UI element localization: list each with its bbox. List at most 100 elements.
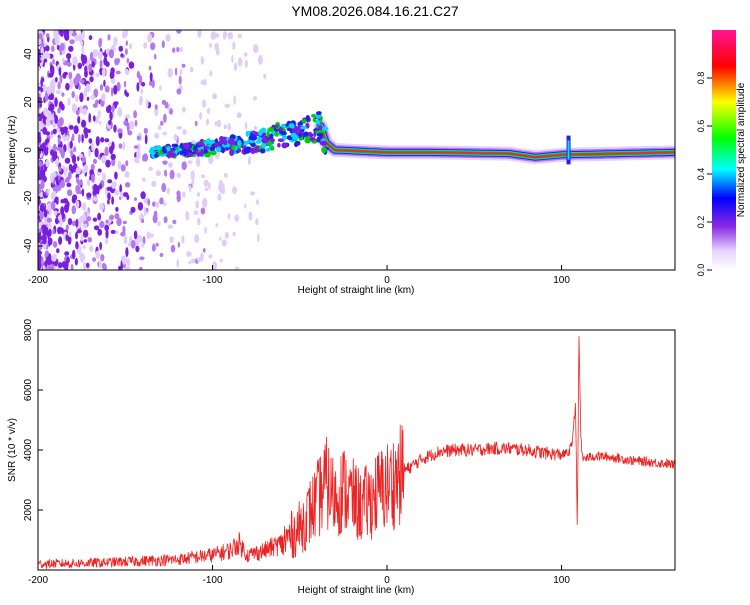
noise-blob bbox=[81, 169, 86, 175]
noise-blob bbox=[62, 181, 65, 187]
noise-blob bbox=[108, 141, 112, 147]
noise-blob bbox=[38, 172, 41, 181]
noise-blob bbox=[69, 39, 75, 45]
snr-y-ticks: 2000 4000 6000 8000 bbox=[23, 318, 43, 521]
noise-blob bbox=[232, 186, 237, 195]
noise-blob bbox=[91, 61, 95, 68]
noise-blob bbox=[243, 52, 248, 57]
noise-blob bbox=[39, 203, 45, 213]
noise-blob bbox=[164, 101, 169, 109]
noise-blob bbox=[45, 159, 50, 168]
snr-x-ticks: -200 -100 0 100 bbox=[28, 565, 570, 586]
signal-blob bbox=[282, 135, 288, 140]
noise-blob bbox=[133, 230, 138, 240]
noise-blob bbox=[59, 219, 63, 228]
signal-blob bbox=[288, 123, 295, 129]
noise-blob bbox=[196, 192, 201, 197]
noise-blob bbox=[206, 108, 211, 114]
noise-blob bbox=[93, 158, 97, 164]
noise-blob bbox=[82, 212, 87, 222]
noise-blob bbox=[82, 108, 88, 116]
signal-blob bbox=[260, 148, 265, 154]
noise-blob bbox=[59, 42, 65, 51]
noise-blob bbox=[78, 84, 81, 91]
signal-blob bbox=[260, 127, 267, 133]
noise-blob bbox=[86, 216, 92, 222]
noise-blob bbox=[185, 211, 190, 220]
noise-blob bbox=[40, 46, 44, 56]
noise-blob bbox=[88, 112, 91, 123]
noise-blob bbox=[238, 33, 242, 39]
noise-blob bbox=[179, 46, 183, 53]
noise-blob bbox=[155, 242, 159, 247]
signal-blob bbox=[204, 152, 211, 158]
noise-blob bbox=[79, 105, 83, 114]
noise-blob bbox=[136, 135, 141, 141]
noise-blob bbox=[159, 253, 164, 257]
noise-blob bbox=[133, 157, 139, 163]
spectrogram-noise bbox=[38, 30, 267, 270]
noise-blob bbox=[117, 160, 122, 170]
noise-blob bbox=[75, 167, 82, 175]
noise-blob bbox=[75, 218, 79, 228]
signal-blob bbox=[231, 144, 236, 150]
noise-blob bbox=[60, 30, 64, 37]
noise-blob bbox=[244, 203, 247, 209]
noise-blob bbox=[176, 193, 181, 203]
noise-blob bbox=[118, 265, 123, 270]
noise-blob bbox=[93, 115, 96, 122]
noise-blob bbox=[97, 228, 103, 236]
signal-blob bbox=[228, 138, 235, 145]
noise-blob bbox=[39, 102, 42, 108]
noise-blob bbox=[77, 180, 83, 186]
noise-blob bbox=[73, 125, 79, 134]
noise-blob bbox=[55, 157, 59, 167]
signal-blob bbox=[171, 143, 179, 148]
noise-blob bbox=[200, 207, 206, 215]
noise-blob bbox=[81, 133, 84, 144]
noise-blob bbox=[176, 258, 180, 268]
noise-blob bbox=[219, 236, 222, 241]
spectrogram-ridge bbox=[149, 111, 675, 165]
noise-blob bbox=[106, 186, 112, 191]
noise-blob bbox=[40, 57, 44, 61]
x-tick-label: 0 bbox=[384, 575, 390, 586]
noise-blob bbox=[143, 206, 147, 217]
noise-blob bbox=[133, 145, 139, 149]
noise-blob bbox=[151, 180, 157, 188]
signal-blob bbox=[214, 142, 220, 149]
noise-blob bbox=[60, 206, 65, 216]
noise-blob bbox=[102, 172, 106, 182]
noise-blob bbox=[196, 257, 202, 262]
noise-blob bbox=[92, 49, 99, 58]
noise-blob bbox=[113, 124, 117, 133]
noise-blob bbox=[81, 46, 85, 54]
noise-blob bbox=[139, 266, 143, 270]
signal-blob bbox=[229, 148, 235, 156]
noise-blob bbox=[202, 197, 208, 208]
noise-blob bbox=[38, 54, 41, 61]
noise-blob bbox=[157, 221, 161, 227]
noise-blob bbox=[54, 217, 59, 225]
noise-blob bbox=[126, 258, 131, 267]
noise-blob bbox=[217, 193, 222, 201]
noise-blob bbox=[52, 143, 57, 152]
noise-blob bbox=[125, 92, 129, 98]
noise-blob bbox=[169, 169, 175, 180]
noise-blob bbox=[179, 69, 183, 75]
noise-blob bbox=[215, 48, 220, 56]
noise-blob bbox=[47, 110, 52, 120]
noise-blob bbox=[122, 141, 126, 151]
signal-blob bbox=[154, 153, 159, 158]
noise-blob bbox=[104, 146, 109, 157]
noise-blob bbox=[119, 184, 123, 194]
noise-blob bbox=[114, 171, 118, 180]
noise-blob bbox=[189, 66, 194, 73]
noise-blob bbox=[233, 62, 238, 71]
noise-blob bbox=[59, 74, 63, 84]
signal-blob bbox=[192, 151, 196, 155]
noise-blob bbox=[38, 184, 42, 195]
noise-blob bbox=[107, 34, 111, 41]
noise-blob bbox=[128, 61, 135, 69]
